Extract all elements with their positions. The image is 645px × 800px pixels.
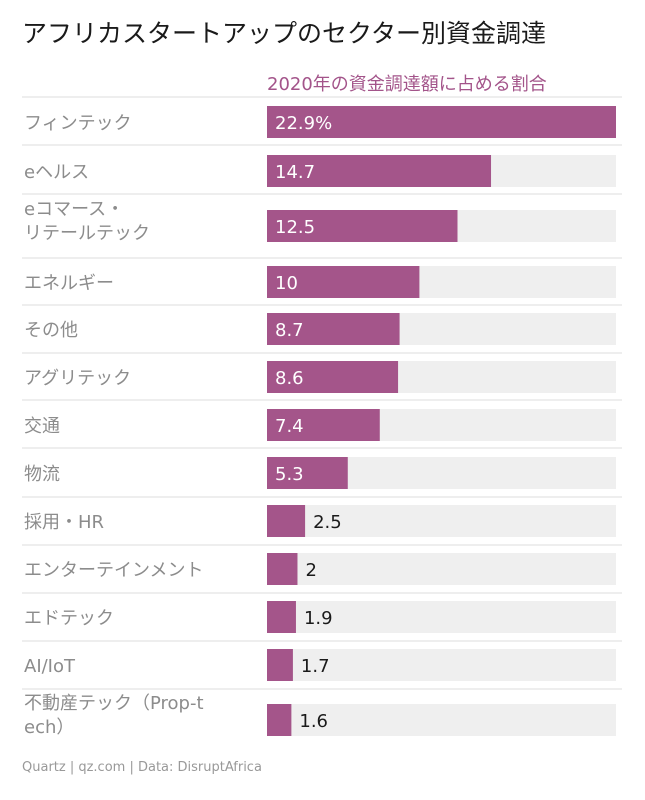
value-label: 8.6 [275,368,304,389]
bar-track [267,649,616,681]
bar [267,649,293,681]
category-label: 交通 [24,416,60,437]
bar [267,266,420,298]
value-label: 14.7 [275,162,315,183]
bar-track [267,553,616,585]
category-label: eコマース・リテールテック [24,199,150,244]
value-label: 1.6 [299,711,328,732]
chart-subtitle: 2020年の資金調達額に占める割合 [267,74,547,95]
category-label: AI/IoT [24,656,76,677]
category-label: エドテック [24,608,114,629]
chart-title: アフリカスタートアップのセクター別資金調達 [22,19,547,48]
value-label: 22.9% [275,113,332,134]
category-label: フィンテック [24,113,132,134]
value-label: 8.7 [275,320,304,341]
bar-track [267,704,616,736]
value-label: 2 [305,560,316,581]
bar [267,155,492,187]
bar [267,361,399,393]
value-label: 7.4 [275,416,304,437]
bar [267,210,458,242]
category-label: 採用・HR [24,512,104,533]
value-label: 5.3 [275,464,304,485]
category-label: 物流 [24,464,60,485]
value-label: 10 [275,273,298,294]
bar-chart: フィンテック 22.9% eヘルス 14.7 eコマース・リテールテック 12.5 エネルギ… [22,96,622,738]
category-label: エンターテインメント [24,560,203,581]
value-label: 1.9 [304,608,333,629]
category-label: アグリテック [24,368,131,389]
bar [267,409,380,441]
bar [267,106,616,138]
bar [267,457,348,489]
bar [267,704,292,736]
bar [267,553,298,585]
category-label: その他 [24,320,78,341]
bar [267,601,296,633]
bar [267,505,306,537]
bar-track [267,601,616,633]
value-label: 2.5 [313,512,342,533]
category-label: eヘルス [24,162,89,183]
bar-track [267,505,616,537]
value-label: 1.7 [301,656,330,677]
bar [267,313,400,345]
category-label: エネルギー [24,273,114,294]
source-text: Quartz | qz.com | Data: DisruptAfrica [22,760,262,775]
category-label: 不動産テック（Prop-t ech） [24,693,204,738]
value-label: 12.5 [275,217,315,238]
